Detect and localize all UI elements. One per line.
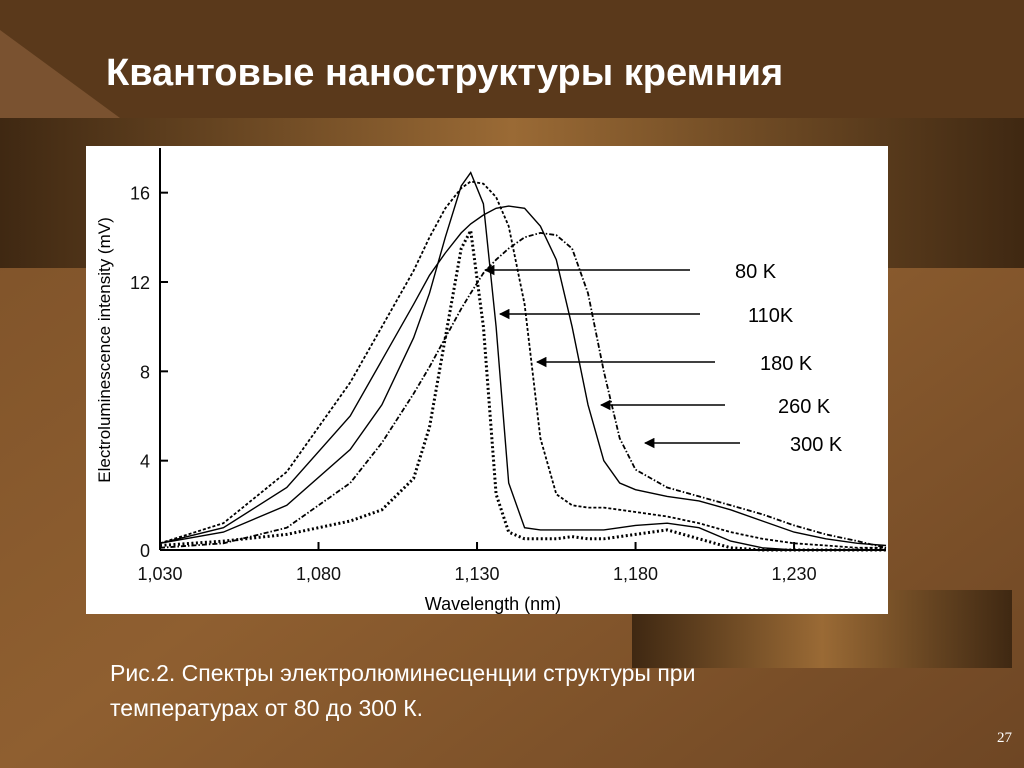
y-tick-label: 12 [130,273,150,293]
y-tick-label: 4 [140,452,150,472]
chart: 0 4 8 12 16 1,030 1,080 1,130 1,180 1,230 Waveleng… [95,148,887,614]
series-label: 80 K [735,261,777,283]
y-tick-label: 16 [130,184,150,204]
series-line [159,180,886,549]
x-tick-label: 1,230 [772,564,817,584]
y-tick-label: 0 [140,541,150,561]
series-line [159,225,886,552]
slide-title: Квантовые наноструктуры кремния [106,52,783,94]
x-axis-label: Wavelength (nm) [425,594,561,614]
series-line [159,205,887,547]
series-line [159,231,887,549]
page-number: 27 [997,730,1013,746]
series-label: 110K [748,305,794,327]
y-tick-label: 8 [140,362,150,382]
series-line [159,171,886,551]
x-tick-label: 1,130 [455,564,500,584]
series-label: 300 K [790,434,843,456]
x-tick-label: 1,030 [137,564,182,584]
x-tick-label: 1,080 [296,564,341,584]
x-tick-label: 1,180 [613,564,658,584]
caption: Рис.2. Спектры электролюминесценции стру… [110,660,695,686]
decor [0,30,120,118]
series-label: 180 K [760,353,813,375]
title-band [0,0,1024,118]
caption: температурах от 80 до 300 К. [110,695,423,721]
series-label: 260 K [778,396,831,418]
y-axis-label: Electroluminescence intensity (mV) [95,217,114,482]
